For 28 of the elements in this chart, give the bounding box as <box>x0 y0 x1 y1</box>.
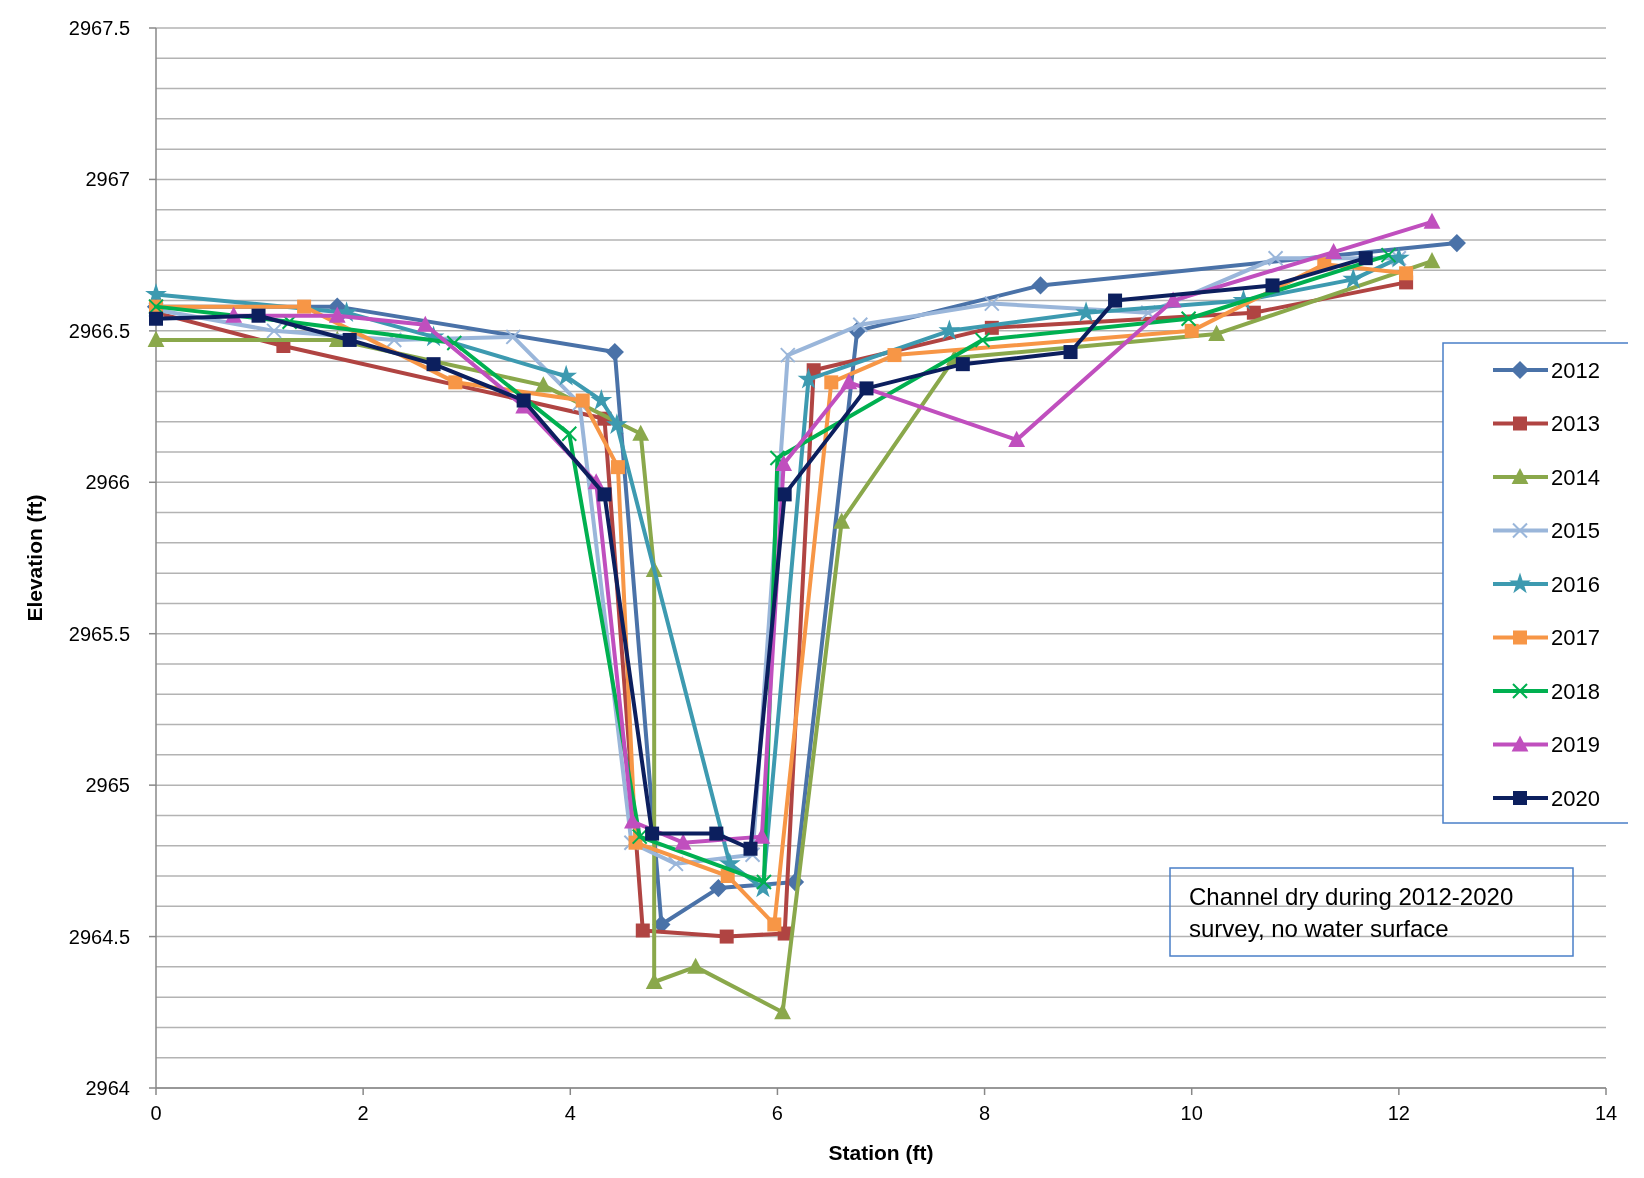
y-axis-title: Elevation (ft) <box>23 494 46 622</box>
annotation: Channel dry during 2012-2020 survey, no water surface <box>1189 883 1514 942</box>
x-tick-label: 10 <box>1180 1102 1203 1124</box>
y-tick-label: 2967.5 <box>68 17 130 39</box>
legend-label: 2015 <box>1551 518 1600 544</box>
y-tick-label: 2965 <box>85 774 130 797</box>
legend-label: 2013 <box>1551 411 1600 437</box>
legend-label: 2016 <box>1551 571 1600 597</box>
x-tick-label: 14 <box>1594 1102 1618 1124</box>
x-tick-label: 12 <box>1387 1102 1410 1124</box>
legend-label: 2012 <box>1551 357 1600 383</box>
x-tick-label: 0 <box>150 1102 162 1124</box>
legend-label: 2020 <box>1551 785 1600 811</box>
x-tick-label: 2 <box>357 1102 369 1124</box>
y-tick-label: 2966.5 <box>68 319 130 342</box>
y-tick-label: 2964.5 <box>68 925 130 948</box>
legend-label: 2017 <box>1551 625 1600 651</box>
x-tick-label: 6 <box>771 1102 783 1124</box>
x-tick-label: 8 <box>979 1102 991 1124</box>
legend-label: 2014 <box>1551 464 1600 490</box>
y-tick-label: 2966 <box>85 471 130 494</box>
y-tick-label: 2964 <box>85 1077 130 1099</box>
legend-label: 2019 <box>1551 732 1600 758</box>
y-tick-label: 2967 <box>85 168 130 191</box>
legend-label: 2018 <box>1551 678 1600 704</box>
y-tick-label: 2965.5 <box>68 622 130 645</box>
x-axis-title: Station (ft) <box>828 1141 934 1164</box>
x-tick-label: 4 <box>564 1102 576 1124</box>
